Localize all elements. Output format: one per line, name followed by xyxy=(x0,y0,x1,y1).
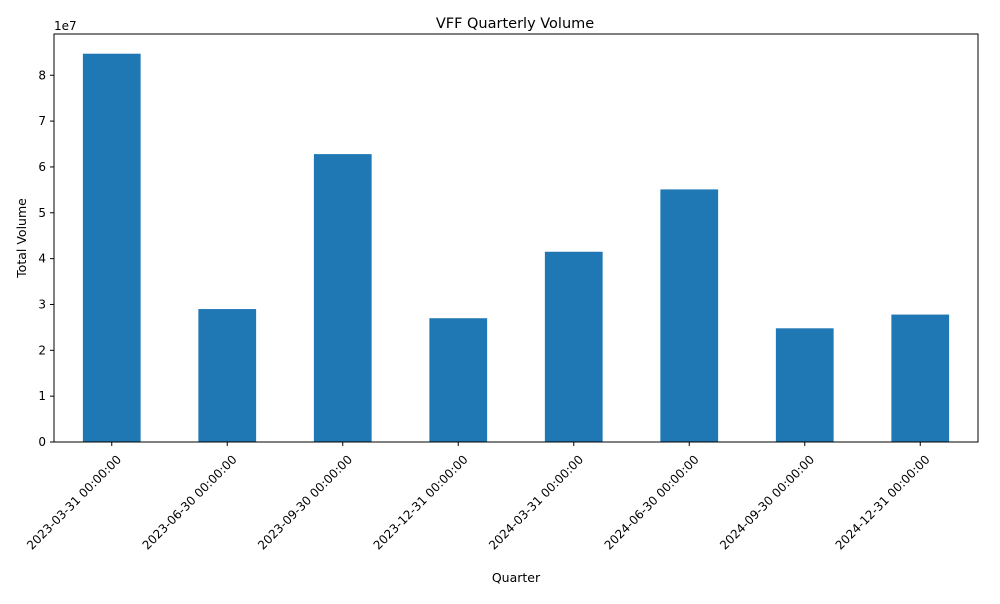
y-tick-label: 7 xyxy=(38,114,46,128)
x-tick-label: 2023-03-31 00:00:00 xyxy=(24,452,124,552)
y-tick-label: 4 xyxy=(38,252,46,266)
bar-4 xyxy=(544,251,603,442)
y-axis-label: Total Volume xyxy=(14,198,29,279)
y-tick-label: 0 xyxy=(38,435,46,449)
y-tick-label: 1 xyxy=(38,389,46,403)
bar-7 xyxy=(891,314,950,442)
plot-frame xyxy=(53,33,979,443)
x-tick-label: 2024-09-30 00:00:00 xyxy=(717,452,817,552)
y-tick-label: 2 xyxy=(38,343,46,357)
x-tick-label: 2024-03-31 00:00:00 xyxy=(486,452,586,552)
bar-2 xyxy=(313,154,372,443)
y-tick-label: 8 xyxy=(38,68,46,82)
bars-group xyxy=(82,53,950,443)
bar-1 xyxy=(198,309,257,442)
x-tick-label: 2024-12-31 00:00:00 xyxy=(833,452,933,552)
x-axis-ticks: 2023-03-31 00:00:00 2023-06-30 00:00:00 20… xyxy=(24,442,933,552)
y-tick-label: 3 xyxy=(38,297,46,311)
chart-title: VFF Quarterly Volume xyxy=(436,16,594,32)
y-axis-scale-label: 1e7 xyxy=(54,19,77,33)
y-tick-label: 6 xyxy=(38,160,46,174)
x-tick-label: 2023-09-30 00:00:00 xyxy=(255,452,355,552)
bar-0 xyxy=(82,53,141,442)
x-tick-label: 2023-06-30 00:00:00 xyxy=(140,452,240,552)
x-tick-label: 2023-12-31 00:00:00 xyxy=(371,452,471,552)
bar-5 xyxy=(660,189,719,442)
x-tick-label: 2024-06-30 00:00:00 xyxy=(602,452,702,552)
bar-6 xyxy=(775,328,834,442)
bar-3 xyxy=(429,318,488,442)
y-axis-ticks: 0 1 2 3 4 5 6 7 8 xyxy=(38,68,54,449)
y-tick-label: 5 xyxy=(38,206,46,220)
x-axis-label: Quarter xyxy=(492,570,541,585)
